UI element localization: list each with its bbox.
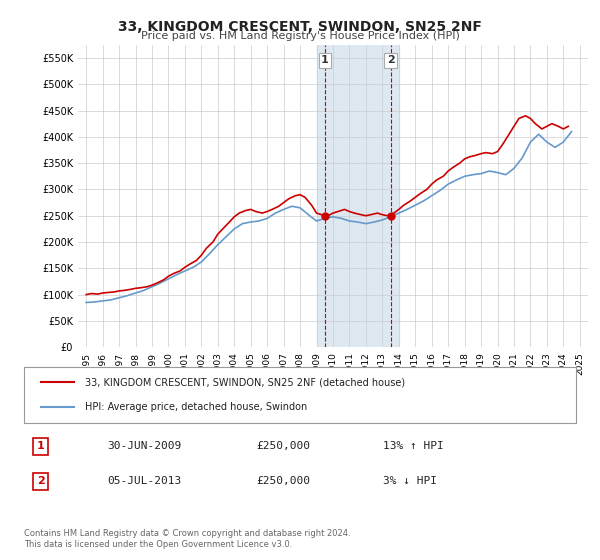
Text: HPI: Average price, detached house, Swindon: HPI: Average price, detached house, Swin… <box>85 402 307 412</box>
Text: Contains HM Land Registry data © Crown copyright and database right 2024.
This d: Contains HM Land Registry data © Crown c… <box>24 529 350 549</box>
Text: 2: 2 <box>37 476 44 486</box>
Text: 30-JUN-2009: 30-JUN-2009 <box>107 441 181 451</box>
Text: 05-JUL-2013: 05-JUL-2013 <box>107 476 181 486</box>
Text: 1: 1 <box>321 55 329 66</box>
Text: 3% ↓ HPI: 3% ↓ HPI <box>383 476 437 486</box>
Text: 33, KINGDOM CRESCENT, SWINDON, SN25 2NF (detached house): 33, KINGDOM CRESCENT, SWINDON, SN25 2NF … <box>85 377 405 388</box>
Text: 13% ↑ HPI: 13% ↑ HPI <box>383 441 443 451</box>
Bar <box>317 45 399 347</box>
Text: 2: 2 <box>387 55 394 66</box>
Text: 1: 1 <box>37 441 44 451</box>
Text: 33, KINGDOM CRESCENT, SWINDON, SN25 2NF: 33, KINGDOM CRESCENT, SWINDON, SN25 2NF <box>118 20 482 34</box>
Text: Price paid vs. HM Land Registry's House Price Index (HPI): Price paid vs. HM Land Registry's House … <box>140 31 460 41</box>
Text: £250,000: £250,000 <box>256 441 310 451</box>
Text: £250,000: £250,000 <box>256 476 310 486</box>
